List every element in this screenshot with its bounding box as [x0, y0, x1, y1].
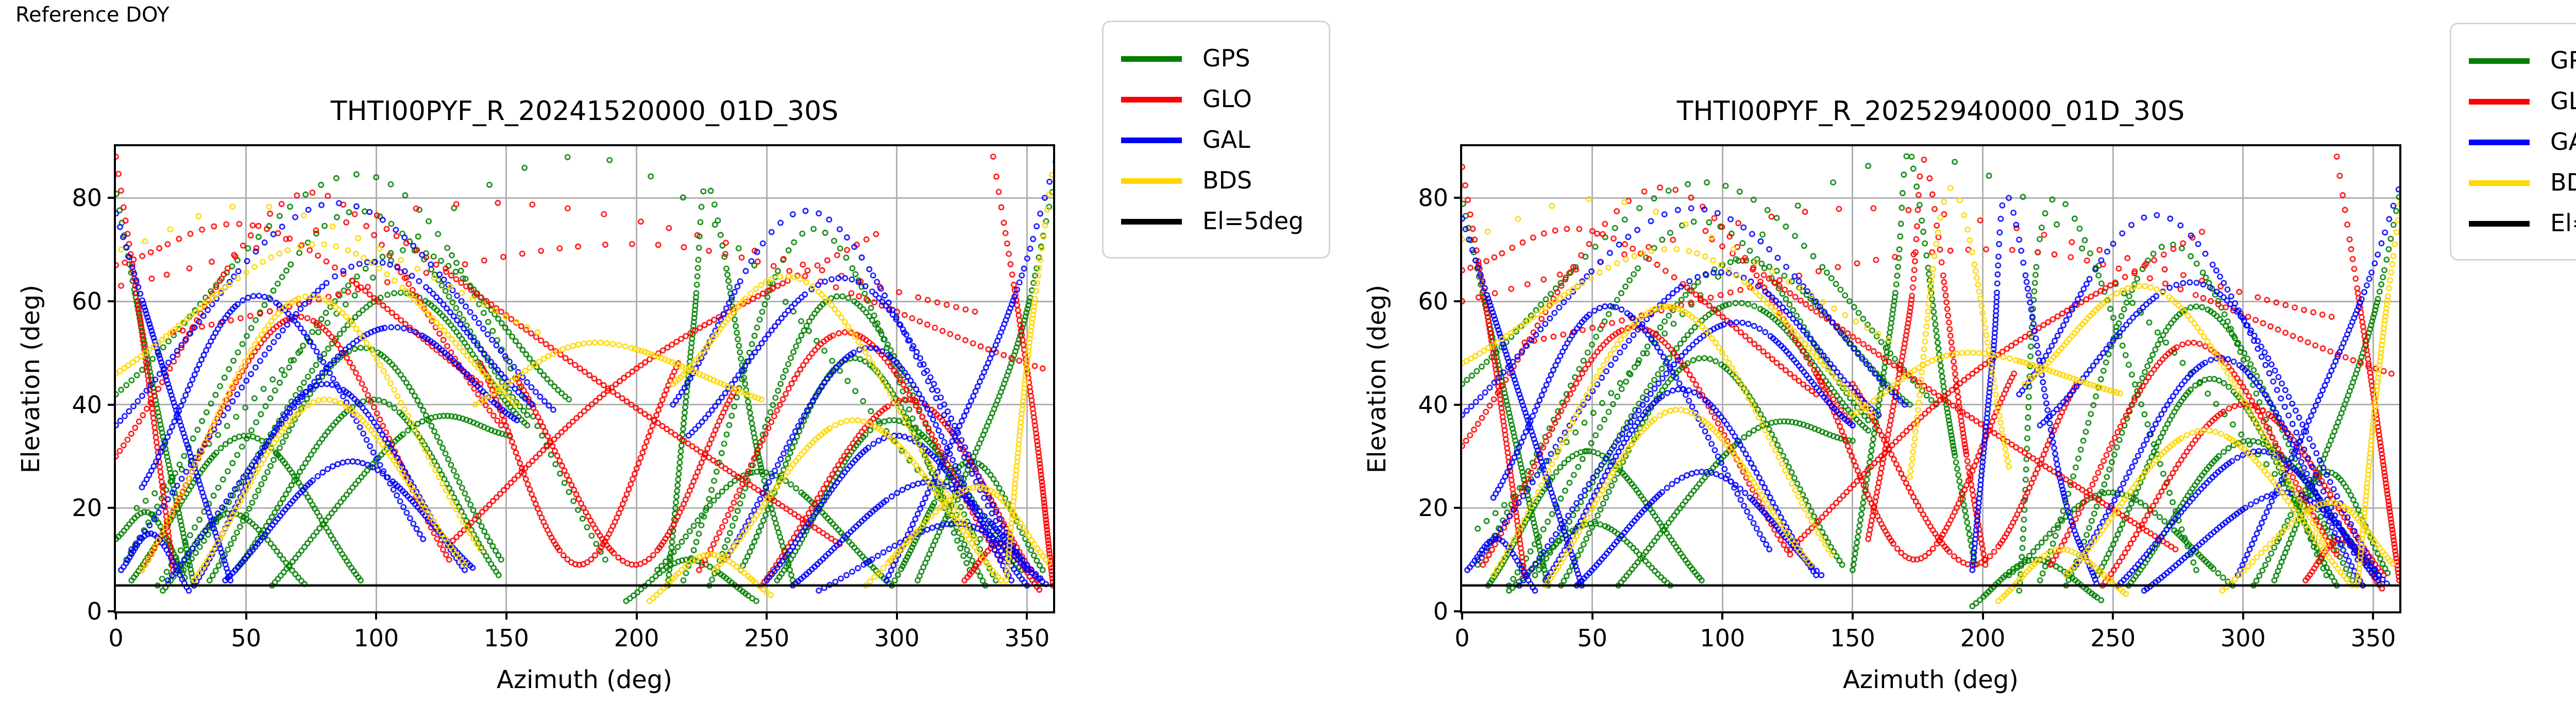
x-tick-label: 200	[614, 624, 659, 652]
reference-doy-note: Reference DOY	[15, 3, 170, 27]
y-tick-label: 60	[1418, 287, 1448, 315]
legend-label: El=5deg	[1202, 207, 1304, 235]
legend-label: GPS	[1202, 44, 1250, 72]
legend-label: GPS	[2550, 46, 2576, 74]
legend-line-swatch	[1121, 219, 1182, 225]
legend-label: GAL	[2550, 128, 2576, 156]
x-tick-label: 250	[744, 624, 790, 652]
legend-item-bds: BDS	[1104, 161, 1329, 201]
y-tick-mark	[1454, 610, 1461, 612]
legend-line-swatch	[2469, 180, 2530, 186]
y-tick-mark	[1454, 403, 1461, 406]
x-tick-label: 300	[2220, 624, 2266, 652]
x-tick-label: 350	[2350, 624, 2396, 652]
legend-label: BDS	[1202, 166, 1252, 194]
x-tick-label: 150	[1830, 624, 1875, 652]
x-tick-mark	[1461, 612, 1463, 620]
right-y-axis-label: Elevation (deg)	[1363, 284, 1392, 473]
legend-item-bds: BDS	[2451, 163, 2576, 203]
x-tick-label: 200	[1960, 624, 2006, 652]
legend-line-swatch	[2469, 99, 2530, 105]
y-tick-label: 60	[72, 287, 102, 315]
x-tick-mark	[2112, 612, 2114, 620]
left-legend: GPS GLO GAL BDS El=5deg	[1102, 21, 1330, 259]
x-tick-mark	[2372, 612, 2375, 620]
legend-item-glo: GLO	[2451, 81, 2576, 122]
x-tick-mark	[2242, 612, 2244, 620]
axes-spines	[1460, 144, 2401, 613]
x-tick-mark	[1591, 612, 1594, 620]
legend-label: GLO	[2550, 87, 2576, 115]
x-tick-mark	[766, 612, 768, 620]
x-tick-label: 150	[484, 624, 529, 652]
y-tick-mark	[108, 507, 115, 509]
y-tick-label: 40	[1418, 390, 1448, 419]
axes-spines	[114, 144, 1055, 613]
y-tick-label: 20	[1418, 494, 1448, 522]
x-tick-mark	[245, 612, 247, 620]
y-tick-mark	[108, 610, 115, 612]
x-tick-mark	[375, 612, 378, 620]
legend-line-swatch	[2469, 221, 2530, 227]
legend-item-el=5deg: El=5deg	[2451, 203, 2576, 244]
legend-label: GLO	[1202, 85, 1252, 113]
legend-item-gps: GPS	[1104, 39, 1329, 79]
y-tick-label: 80	[72, 184, 102, 212]
legend-line-swatch	[1121, 178, 1182, 184]
legend-line-swatch	[2469, 140, 2530, 145]
y-tick-label: 20	[72, 494, 102, 522]
legend-item-gps: GPS	[2451, 41, 2576, 81]
x-tick-label: 300	[874, 624, 920, 652]
x-tick-mark	[115, 612, 117, 620]
x-tick-label: 50	[231, 624, 261, 652]
x-tick-label: 250	[2090, 624, 2136, 652]
y-tick-label: 40	[72, 390, 102, 419]
x-tick-label: 50	[1577, 624, 1607, 652]
y-tick-mark	[108, 300, 115, 302]
y-tick-mark	[108, 403, 115, 406]
y-tick-mark	[108, 197, 115, 199]
x-tick-label: 0	[1454, 624, 1470, 652]
x-tick-label: 0	[108, 624, 124, 652]
x-tick-mark	[1981, 612, 1984, 620]
left-x-axis-label: Azimuth (deg)	[497, 665, 672, 694]
legend-label: GAL	[1202, 126, 1250, 153]
x-tick-label: 100	[353, 624, 399, 652]
x-tick-mark	[505, 612, 507, 620]
y-tick-mark	[1454, 507, 1461, 509]
legend-label: BDS	[2550, 168, 2576, 196]
right-plot-title: THTI00PYF_R_20252940000_01D_30S	[1676, 96, 2185, 127]
y-tick-mark	[1454, 197, 1461, 199]
legend-item-glo: GLO	[1104, 79, 1329, 119]
x-tick-mark	[635, 612, 638, 620]
legend-line-swatch	[2469, 58, 2530, 64]
x-tick-label: 350	[1004, 624, 1050, 652]
x-tick-mark	[1851, 612, 1854, 620]
left-plot-title: THTI00PYF_R_20241520000_01D_30S	[330, 96, 839, 127]
legend-label: El=5deg	[2550, 209, 2576, 237]
y-tick-label: 80	[1418, 184, 1448, 212]
x-tick-mark	[895, 612, 898, 620]
y-tick-label: 0	[1433, 597, 1448, 625]
legend-line-swatch	[1121, 97, 1182, 102]
x-tick-mark	[1026, 612, 1028, 620]
left-y-axis-label: Elevation (deg)	[16, 284, 45, 473]
x-tick-mark	[1721, 612, 1724, 620]
legend-item-el=5deg: El=5deg	[1104, 201, 1329, 242]
legend-line-swatch	[1121, 138, 1182, 143]
legend-line-swatch	[1121, 56, 1182, 62]
y-tick-mark	[1454, 300, 1461, 302]
right-legend: GPS GLO GAL BDS El=5deg	[2450, 23, 2576, 261]
x-tick-label: 100	[1700, 624, 1745, 652]
y-tick-label: 0	[87, 597, 102, 625]
legend-item-gal: GAL	[1104, 120, 1329, 160]
legend-item-gal: GAL	[2451, 122, 2576, 162]
right-x-axis-label: Azimuth (deg)	[1843, 665, 2019, 694]
